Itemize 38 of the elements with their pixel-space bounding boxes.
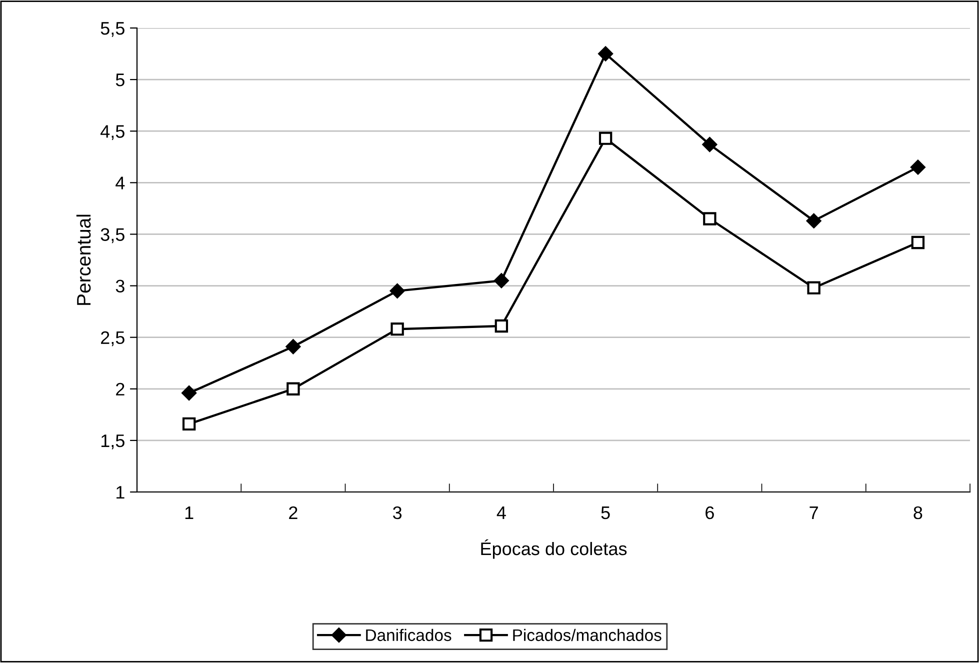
point — [390, 322, 404, 336]
x-tick-label: 8 — [914, 506, 922, 520]
x-tick-label: 5 — [601, 506, 610, 520]
point — [182, 417, 196, 431]
y-tick-label: 1,5 — [101, 434, 124, 450]
y-tick-label: 5 — [116, 74, 124, 86]
point — [286, 382, 300, 396]
point — [598, 46, 613, 62]
x-tick-label: 1 — [185, 506, 194, 519]
y-tick-label: 2,5 — [101, 331, 124, 346]
x-tick-label: 4 — [496, 506, 506, 519]
point — [598, 132, 612, 145]
y-tick-label: 3 — [116, 280, 124, 292]
x-tick-label: 2 — [289, 506, 298, 519]
y-axis-title: Percentual — [76, 214, 91, 305]
point — [494, 319, 508, 333]
point — [911, 236, 925, 250]
point — [807, 281, 820, 294]
y-tick-label: 4 — [116, 176, 125, 190]
y-tick-label: 3,5 — [100, 228, 124, 244]
point — [494, 273, 509, 288]
x-axis-title: Épocas do coletas — [481, 539, 627, 559]
y-tick-label: 5,5 — [100, 22, 124, 37]
y-tick-label: 2 — [116, 382, 124, 396]
legend-label: Danificados — [366, 628, 452, 642]
x-tick-label: 6 — [706, 506, 714, 520]
point — [910, 160, 926, 175]
point — [806, 213, 822, 228]
x-tick-label: 3 — [392, 506, 402, 520]
point — [286, 339, 301, 354]
point — [702, 137, 718, 152]
legend-label: Picados/manchados — [513, 628, 662, 642]
point — [182, 386, 196, 400]
point — [390, 284, 405, 298]
y-tick-label: 1 — [116, 486, 124, 499]
x-tick-label: 7 — [810, 506, 818, 519]
y-tick-label: 4,5 — [100, 125, 124, 140]
point — [703, 212, 716, 226]
